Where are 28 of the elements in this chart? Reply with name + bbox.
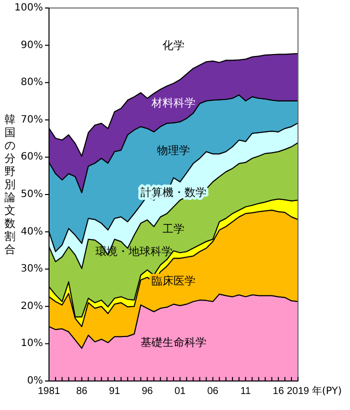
- text: 韓国の分野別論文数割合: [4, 113, 16, 256]
- x-tick-label: 11: [240, 386, 252, 397]
- y-tick-label: 80%: [20, 77, 43, 88]
- series-label: 材料科学: [150, 96, 196, 110]
- y-tick-label: 30%: [20, 264, 43, 275]
- x-tick-label: 1981: [38, 386, 61, 397]
- series-label: 化学: [162, 39, 184, 52]
- x-tick-label: 91: [108, 386, 121, 397]
- series-label: 物理学: [157, 144, 190, 157]
- series-label: 工学: [162, 222, 184, 236]
- y-tick-label: 10%: [20, 338, 43, 350]
- x-tick-label: 2019: [286, 386, 310, 397]
- x-tick-label: 06: [207, 386, 219, 397]
- x-axis-title: 年(PY): [312, 385, 342, 397]
- x-tick-label: 01: [174, 386, 186, 397]
- x-tick-label: 96: [142, 386, 154, 397]
- y-tick-label: 50%: [20, 189, 43, 200]
- y-tick-label: 60%: [20, 152, 43, 163]
- y-tick-label: 90%: [20, 40, 43, 51]
- series-label: 基礎生命科学: [140, 336, 206, 350]
- y-tick-label: 20%: [20, 300, 43, 312]
- series-label: 臨床医学: [152, 274, 196, 288]
- x-tick-label: 86: [76, 386, 88, 397]
- y-tick-label: 40%: [20, 226, 43, 238]
- y-tick-label: 100%: [14, 2, 43, 14]
- x-tick-label: 16: [272, 386, 284, 397]
- y-tick-label: 0%: [27, 376, 43, 386]
- y-tick-label: 70%: [20, 114, 43, 126]
